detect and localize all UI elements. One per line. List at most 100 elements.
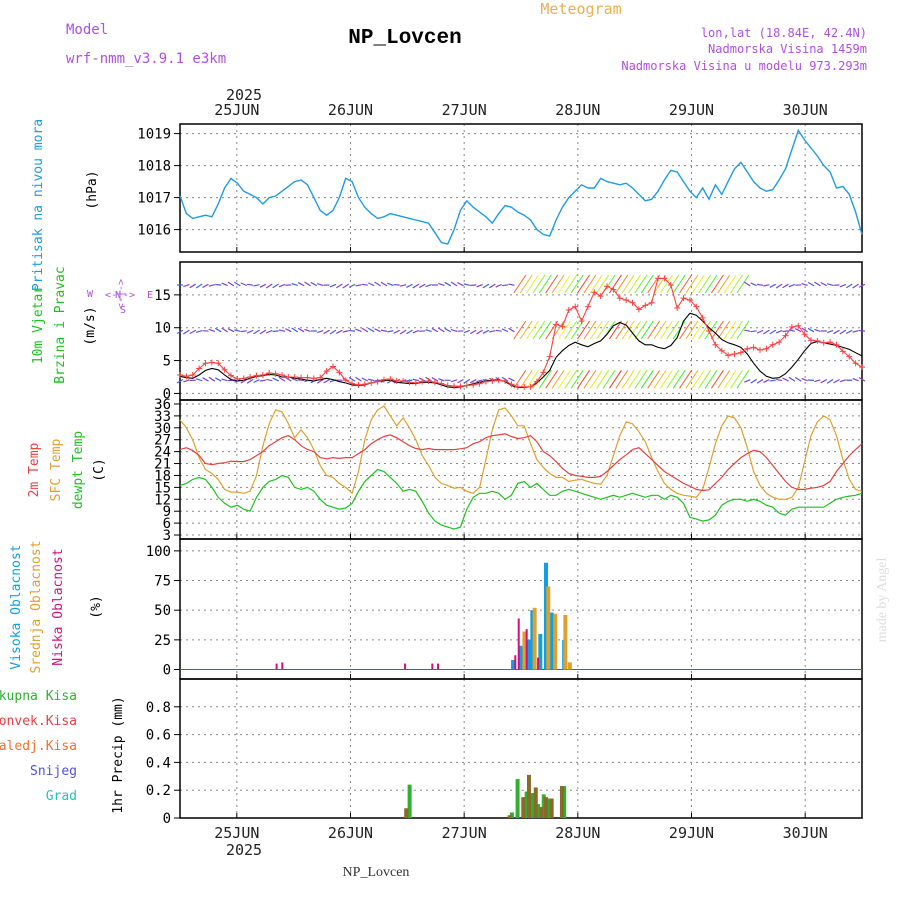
wind-barb xyxy=(291,327,299,333)
wind-barb xyxy=(551,370,565,389)
precip-frozen-bar xyxy=(549,798,554,818)
wind-barb xyxy=(596,274,610,294)
y-tick-label: 1016 xyxy=(137,223,171,239)
wind-barb xyxy=(469,379,477,384)
wind-gust-marker xyxy=(610,286,617,293)
wind-gust-marker xyxy=(852,360,859,367)
wind-gust-marker xyxy=(323,368,330,375)
cloud-high-bar xyxy=(544,562,549,670)
wind-barb xyxy=(227,328,235,333)
wind-gust-marker xyxy=(699,314,706,321)
wind-barb xyxy=(265,329,273,334)
wind-gust-marker xyxy=(623,297,630,304)
wind-barb xyxy=(551,274,565,294)
wind-barb xyxy=(208,328,216,333)
precip-frozen-bar xyxy=(539,806,544,818)
wind-barb xyxy=(852,378,859,382)
wind-barb xyxy=(304,328,311,333)
wind-gust-marker xyxy=(782,332,789,339)
legend-total-rain: Ukupna Kisa xyxy=(0,689,77,704)
cloud-mid-bar xyxy=(546,586,551,670)
y-tick-label: 0.4 xyxy=(146,755,171,771)
wind-barb xyxy=(310,281,318,287)
bottom-date-label: 29JUN xyxy=(669,824,714,842)
wind-barb xyxy=(736,320,750,340)
wind-barb xyxy=(489,330,496,333)
wind-barb xyxy=(355,328,362,333)
wind-barb xyxy=(513,274,527,294)
wind-barb xyxy=(801,283,808,286)
wind-barb xyxy=(640,274,654,294)
wind-ylabel-2: Brzina i Pravac xyxy=(53,266,68,383)
wind-barb xyxy=(685,274,699,294)
y-tick-label: 0 xyxy=(163,386,171,402)
cloud-low-bar xyxy=(514,655,517,670)
wind-gust-marker xyxy=(317,374,324,381)
wind-barb xyxy=(564,274,578,294)
temp-ylabel-1: 2m Temp xyxy=(27,442,42,497)
wind-barb xyxy=(782,330,789,333)
wind-gust-marker xyxy=(674,305,681,311)
bottom-date-label: 26JUN xyxy=(328,824,373,842)
wind-barb xyxy=(730,274,743,294)
wind-barb xyxy=(348,377,356,382)
temp-unit: (C) xyxy=(92,458,107,481)
wind-barb xyxy=(698,274,712,294)
wind-barb xyxy=(826,378,834,384)
wind-barb xyxy=(691,370,705,389)
wind-gust-marker xyxy=(731,351,738,357)
precip-total-bar xyxy=(530,792,535,818)
wind-barb xyxy=(342,330,349,333)
wind-gust-marker xyxy=(285,374,292,380)
wind-barb xyxy=(710,370,724,389)
wind-barb xyxy=(589,370,603,389)
temp-ylabel-3: dewpt Temp xyxy=(71,431,86,509)
wind-barb xyxy=(221,282,228,287)
wind-barb xyxy=(253,379,260,384)
wind-barb xyxy=(782,283,789,289)
wind-barb xyxy=(265,283,273,289)
y-tick-label: 1019 xyxy=(137,127,171,143)
wind-gust-marker xyxy=(183,373,190,380)
wind-barb xyxy=(858,283,866,288)
cloud-high-bar xyxy=(538,633,543,670)
wind-barb xyxy=(387,330,394,333)
wind-barb xyxy=(730,370,743,389)
precip-total-bar xyxy=(541,794,546,818)
wind-barb xyxy=(666,320,680,340)
wind-barb xyxy=(399,329,407,335)
wind-barb xyxy=(508,327,515,333)
wind-barb xyxy=(526,370,539,389)
wind-barb xyxy=(710,320,724,340)
wind-barb xyxy=(794,328,802,333)
legend-snow: Snijeg xyxy=(30,764,77,779)
wind-barb xyxy=(227,281,235,287)
wind-barb xyxy=(845,329,853,334)
wind-barb xyxy=(788,376,796,382)
cloud-ylabel-2: Srednja Oblacnost xyxy=(29,540,44,673)
wind-gust-marker xyxy=(744,345,751,352)
wind-barb xyxy=(704,274,718,294)
wind-barb xyxy=(634,320,648,340)
wind-gust-marker xyxy=(234,375,241,382)
wind-barb xyxy=(570,274,584,294)
wind-barb xyxy=(679,274,692,294)
bottom-date-label: 25JUN xyxy=(214,824,259,842)
wind-gust-marker xyxy=(757,347,764,354)
cloud-high-bar xyxy=(530,610,535,670)
wind-barb xyxy=(444,327,451,333)
cloud-high-bar xyxy=(511,660,516,670)
wind-gust-marker xyxy=(750,344,757,351)
wind-gust-marker xyxy=(380,376,387,383)
wind-barb xyxy=(756,329,764,334)
wind-barb xyxy=(538,274,552,294)
wind-barb xyxy=(425,283,432,288)
wind-barb xyxy=(361,283,368,286)
wind-barb xyxy=(195,378,203,382)
precip-total-bar xyxy=(547,798,552,818)
wind-barb xyxy=(317,329,324,334)
top-year-label: 2025 xyxy=(226,86,262,104)
wind-panel: 0 5 10 15 xyxy=(154,261,866,402)
wind-barb xyxy=(266,378,273,382)
